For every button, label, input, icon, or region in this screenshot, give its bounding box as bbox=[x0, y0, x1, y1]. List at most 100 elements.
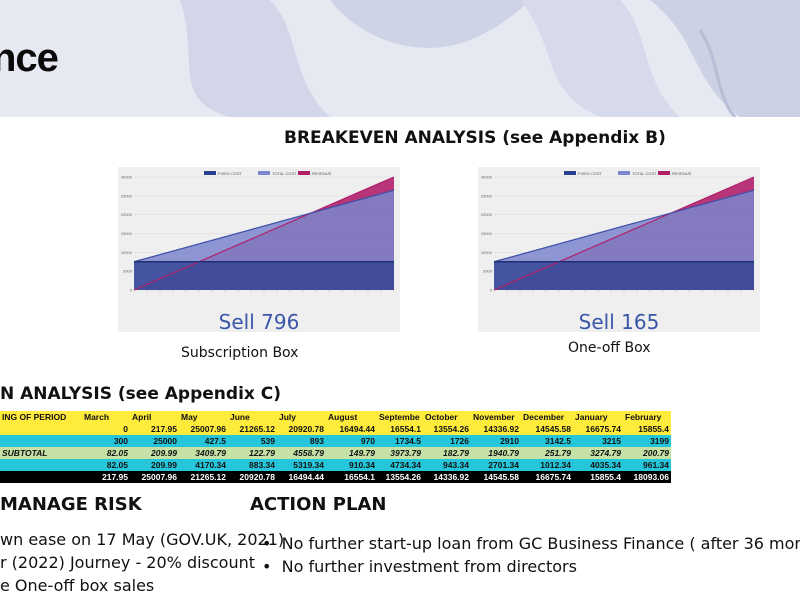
table-cell: 82.05 bbox=[82, 459, 130, 471]
table-cell: 18093.06 bbox=[623, 471, 671, 483]
legend-label: REVENUE bbox=[672, 171, 692, 176]
table-cell: 16494.44 bbox=[277, 471, 326, 483]
legend-swatch bbox=[564, 171, 576, 175]
legend-label: TOTAL COST bbox=[272, 171, 297, 176]
table-header-cell: Septembe bbox=[377, 411, 423, 423]
total-cost-line bbox=[493, 189, 755, 263]
chart-svg-oneoff: 0 5000 10000 15000 20000 25000 30000 FIXED COST… bbox=[481, 171, 755, 293]
table-cell bbox=[0, 459, 82, 471]
y-tick-label: 0 bbox=[130, 288, 133, 293]
legend-swatch bbox=[298, 171, 310, 175]
breakeven-chart-oneoff: 0 5000 10000 15000 20000 25000 30000 FIXED COST… bbox=[478, 167, 760, 334]
table-header-cell: November bbox=[471, 411, 521, 423]
y-tick-label: 25000 bbox=[481, 193, 493, 198]
cashflow-title: N ANALYSIS (see Appendix C) bbox=[0, 384, 282, 404]
y-tick-label: 10000 bbox=[121, 250, 133, 255]
table-cell: 3973.79 bbox=[377, 447, 423, 459]
legend-label: FIXED COST bbox=[218, 171, 243, 176]
action-plan-item-text: No further investment from directors bbox=[281, 557, 577, 576]
legend-swatch bbox=[204, 171, 216, 175]
sell-text-subscription: Sell 796 bbox=[218, 310, 300, 334]
caption-subscription: Subscription Box bbox=[181, 345, 299, 361]
y-tick-label: 25000 bbox=[121, 193, 133, 198]
action-plan-title: ACTION PLAN bbox=[250, 494, 387, 515]
legend-swatch bbox=[658, 171, 670, 175]
legend-label: REVENUE bbox=[312, 171, 332, 176]
revenue-line bbox=[493, 176, 755, 291]
table-header-cell: February bbox=[623, 411, 671, 423]
table-header-row: ING OF PERIOD March April May June July August… bbox=[0, 411, 671, 423]
table-header-cell: June bbox=[228, 411, 277, 423]
table-cell: 16675.74 bbox=[521, 471, 573, 483]
table-cell: SUBTOTAL bbox=[0, 447, 82, 459]
y-tick-label: 20000 bbox=[121, 212, 133, 217]
breakeven-title: BREAKEVEN ANALYSIS (see Appendix B) bbox=[284, 128, 666, 148]
table-cell bbox=[0, 435, 82, 447]
table-cell: 3215 bbox=[573, 435, 623, 447]
y-tick-label: 20000 bbox=[481, 212, 493, 217]
table-cell: 961.34 bbox=[623, 459, 671, 471]
y-tick-label: 15000 bbox=[121, 231, 133, 236]
table-cell: 943.34 bbox=[423, 459, 471, 471]
risk-list: wn ease on 17 May (GOV.UK, 2021) r (2022… bbox=[0, 528, 284, 597]
table-cell: 893 bbox=[277, 435, 326, 447]
legend-swatch bbox=[618, 171, 630, 175]
table-cell: 20920.78 bbox=[277, 423, 326, 435]
table-cell: 1726 bbox=[423, 435, 471, 447]
table-cell: 3199 bbox=[623, 435, 671, 447]
y-tick-label: 30000 bbox=[121, 175, 133, 180]
table-header-cell: April bbox=[130, 411, 179, 423]
action-plan-item: • No further investment from directors bbox=[262, 555, 800, 578]
table-cell: 5319.34 bbox=[277, 459, 326, 471]
bullet-icon: • bbox=[262, 557, 282, 576]
y-tick-label: 30000 bbox=[481, 175, 493, 180]
table-cell: 539 bbox=[228, 435, 277, 447]
table-cell: 217.95 bbox=[130, 423, 179, 435]
table-cell: 21265.12 bbox=[228, 423, 277, 435]
total-cost-line bbox=[133, 189, 395, 263]
table-cell: 2910 bbox=[471, 435, 521, 447]
table-cell: 14545.58 bbox=[521, 423, 573, 435]
table-cell: 20920.78 bbox=[228, 471, 277, 483]
slide-title: nce bbox=[0, 36, 59, 80]
table-header-cell: December bbox=[521, 411, 573, 423]
y-tick-label: 15000 bbox=[481, 231, 493, 236]
table-cell: 149.79 bbox=[326, 447, 377, 459]
risk-item: e One-off box sales bbox=[0, 576, 155, 595]
table-header-cell: August bbox=[326, 411, 377, 423]
table-cell: 21265.12 bbox=[179, 471, 228, 483]
risk-item: r (2022) Journey - 20% discount bbox=[0, 553, 256, 572]
table-cell: 16554.1 bbox=[326, 471, 377, 483]
table-cell: 4734.34 bbox=[377, 459, 423, 471]
table-cell: 883.34 bbox=[228, 459, 277, 471]
table-header-cell: July bbox=[277, 411, 326, 423]
table-cell: 122.79 bbox=[228, 447, 277, 459]
table-cell: 3274.79 bbox=[573, 447, 623, 459]
table-cell: 209.99 bbox=[130, 447, 179, 459]
table-cell: 910.34 bbox=[326, 459, 377, 471]
action-plan-item: • No further start-up loan from GC Busin… bbox=[262, 532, 800, 555]
table-cell: 4035.34 bbox=[573, 459, 623, 471]
risk-item: wn ease on 17 May (GOV.UK, 2021) bbox=[0, 530, 285, 549]
y-tick-label: 5000 bbox=[483, 269, 493, 274]
legend-swatch bbox=[258, 171, 270, 175]
fixed-cost-area bbox=[134, 261, 394, 290]
table-cell: 4558.79 bbox=[277, 447, 326, 459]
fixed-cost-area bbox=[494, 261, 754, 290]
sell-text-oneoff: Sell 165 bbox=[578, 310, 660, 334]
table-header-cell: ING OF PERIOD bbox=[0, 411, 82, 423]
cashflow-table: ING OF PERIOD March April May June July August… bbox=[0, 411, 671, 483]
table-cell: 200.79 bbox=[623, 447, 671, 459]
table-cell bbox=[0, 423, 82, 435]
table-header-cell: January bbox=[573, 411, 623, 423]
action-plan-item-text: No further start-up loan from GC Busines… bbox=[281, 534, 800, 553]
legend-label: FIXED COST bbox=[578, 171, 603, 176]
table-row: SUBTOTAL 82.05 209.99 3409.79 122.79 4558.79 1… bbox=[0, 447, 671, 459]
table-cell: 4170.34 bbox=[179, 459, 228, 471]
table-cell: 25007.96 bbox=[130, 471, 179, 483]
action-plan-list: • No further start-up loan from GC Busin… bbox=[262, 532, 800, 578]
table-row: 300 25000 427.5 539 893 970 1734.5 1726 2910 3142… bbox=[0, 435, 671, 447]
chart-svg-subscription: 0 5000 10000 15000 20000 25000 30000 FIXED COST… bbox=[121, 171, 395, 293]
header-decoration bbox=[180, 0, 800, 117]
table-cell: 251.79 bbox=[521, 447, 573, 459]
